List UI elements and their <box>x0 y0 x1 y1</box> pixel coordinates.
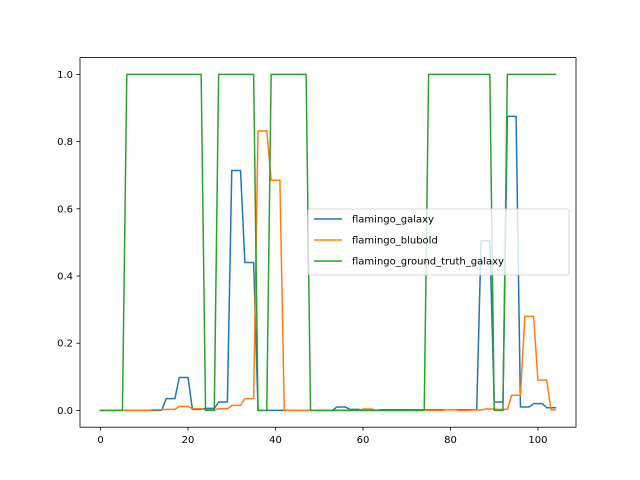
legend-box <box>307 208 570 276</box>
x-tick-label: 40 <box>269 435 282 446</box>
x-tick-label: 80 <box>444 435 457 446</box>
series-line-flamingo_ground_truth_galaxy <box>99 73 557 412</box>
y-tick-label: 0.0 <box>57 406 73 417</box>
y-tick-label: 0.8 <box>57 137 73 148</box>
legend: flamingo_galaxy flamingo_blubold flamingo_… <box>307 208 570 276</box>
axes-frame <box>79 57 577 428</box>
legend-entries: flamingo_galaxy flamingo_blubold flamingo_… <box>314 215 504 268</box>
y-axis: 0.0 0.2 0.4 0.6 0.8 1.0 <box>57 70 80 417</box>
legend-label-flamingo_galaxy: flamingo_galaxy <box>352 215 434 226</box>
x-tick-label: 20 <box>182 435 195 446</box>
y-tick-label: 0.2 <box>57 339 73 350</box>
series-layer <box>99 73 557 412</box>
legend-label-flamingo_ground_truth_galaxy: flamingo_ground_truth_galaxy <box>352 257 504 268</box>
x-tick-label: 100 <box>528 435 547 446</box>
x-tick-label: 0 <box>97 435 103 446</box>
legend-label-flamingo_blubold: flamingo_blubold <box>352 236 438 247</box>
y-tick-label: 0.6 <box>57 204 73 215</box>
x-axis: 0 20 40 60 80 100 <box>97 427 547 446</box>
y-tick-label: 1.0 <box>57 70 73 81</box>
x-tick-label: 60 <box>357 435 370 446</box>
y-tick-label: 0.4 <box>57 272 73 283</box>
